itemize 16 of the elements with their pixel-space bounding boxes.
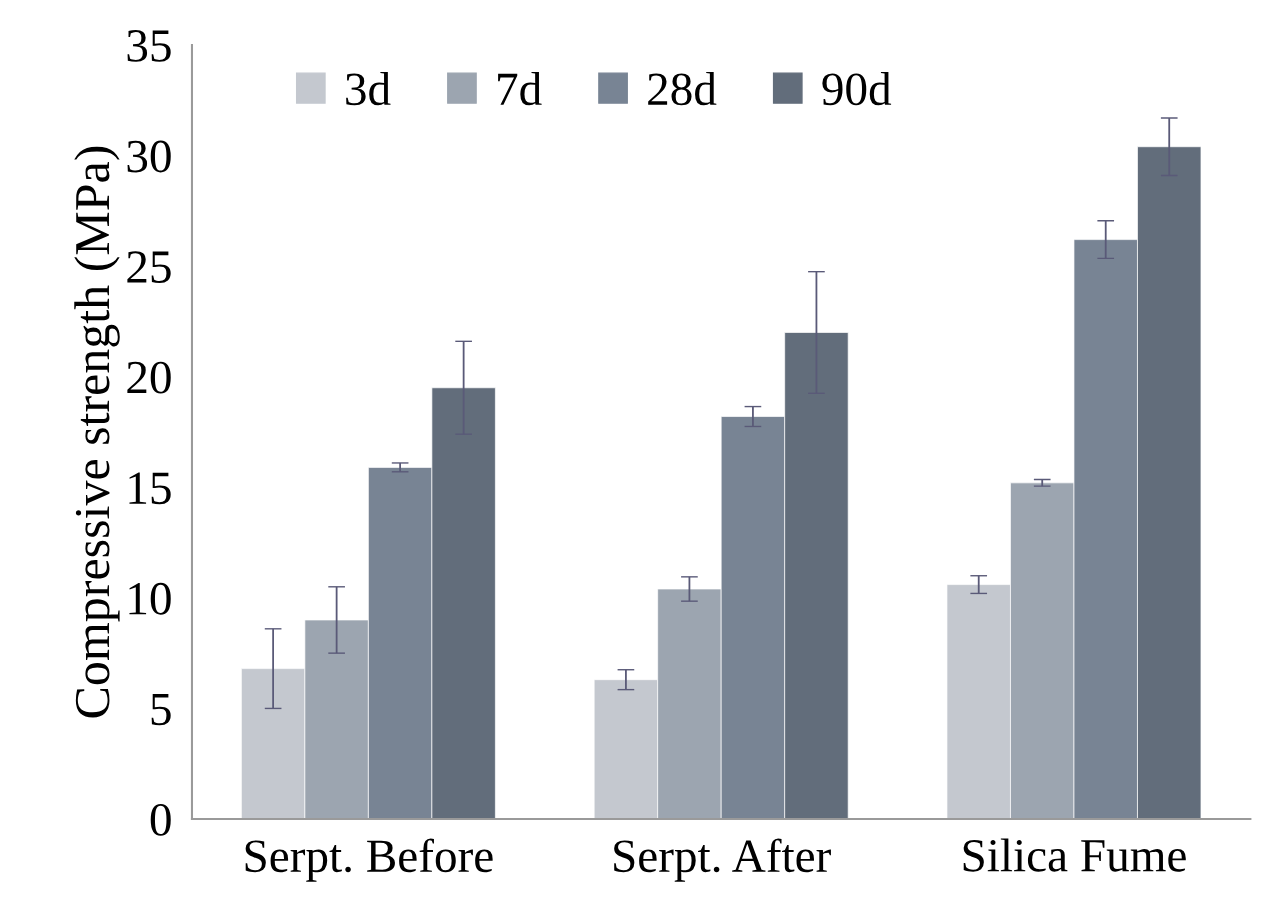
- legend-label: 3d: [346, 72, 391, 106]
- y-tick-label: 0: [150, 803, 171, 836]
- y-tick-label: 35: [127, 30, 171, 62]
- y-tick-label: 5: [151, 693, 171, 726]
- x-tick-label: Silica Fume: [963, 838, 1186, 872]
- x-tick-label: Serpt. Before: [245, 838, 493, 882]
- legend-label: 90d: [822, 72, 892, 106]
- legend-label: 7d: [498, 72, 542, 106]
- y-tick-label: 20: [127, 361, 171, 394]
- y-tick-label: 30: [127, 140, 171, 173]
- x-tick-label: Serpt. After: [614, 838, 831, 882]
- legend-label: 28d: [648, 72, 717, 106]
- y-axis-title: Compressive strength (MPa): [74, 146, 120, 718]
- y-tick-label: 25: [127, 251, 171, 283]
- y-tick-label: 15: [129, 472, 171, 505]
- y-tick-label: 10: [129, 582, 171, 615]
